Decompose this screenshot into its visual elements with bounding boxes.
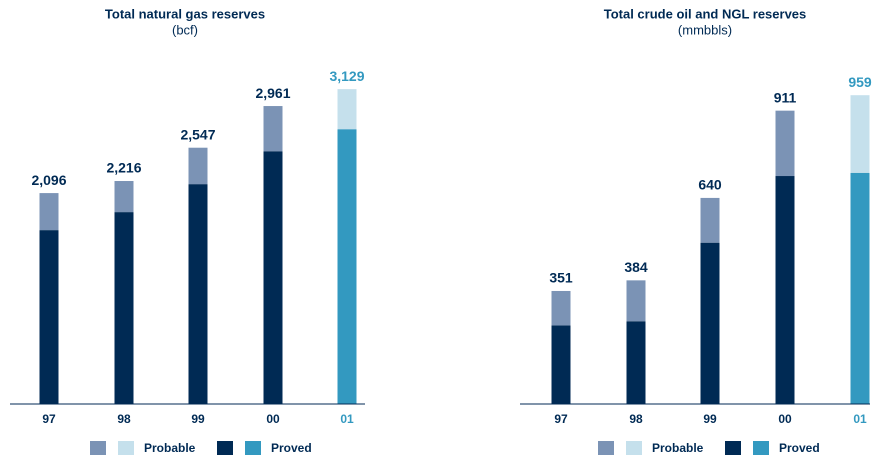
- bar-segment: [700, 242, 720, 404]
- legend-swatch: [217, 441, 233, 455]
- legend-swatch: [90, 441, 106, 455]
- chart-title: Total crude oil and NGL reserves: [604, 6, 807, 21]
- legend-label: Proved: [271, 441, 312, 455]
- total-label: 640: [698, 177, 722, 193]
- bar-segment: [775, 176, 795, 404]
- total-label: 2,547: [180, 126, 215, 142]
- bar-segment: [775, 110, 795, 177]
- total-label: 2,961: [255, 85, 290, 101]
- bar-segment: [39, 193, 59, 231]
- legend-swatch: [598, 441, 614, 455]
- bar-segment: [39, 230, 59, 404]
- total-label: 959: [848, 74, 872, 90]
- bar-segment: [700, 197, 720, 243]
- legend-swatch: [245, 441, 261, 455]
- total-label: 351: [549, 270, 573, 286]
- bar-segment: [337, 89, 357, 130]
- x-tick-label: 00: [266, 412, 280, 426]
- bar-segment: [626, 280, 646, 322]
- x-tick-label: 97: [42, 412, 56, 426]
- total-label: 384: [624, 259, 648, 275]
- bar-segment: [850, 95, 870, 173]
- x-tick-label: 00: [778, 412, 792, 426]
- legend-swatch: [626, 441, 642, 455]
- x-tick-label: 97: [554, 412, 568, 426]
- x-tick-label: 99: [703, 412, 717, 426]
- legend-label: Probable: [652, 441, 704, 455]
- bar-segment: [114, 181, 134, 213]
- chart-subtitle: (mmbbls): [678, 22, 732, 37]
- bar-segment: [551, 290, 571, 326]
- x-tick-label: 99: [191, 412, 205, 426]
- total-label: 2,216: [106, 160, 141, 176]
- bar-segment: [551, 325, 571, 404]
- chart-title: Total natural gas reserves: [105, 6, 265, 21]
- legend-swatch: [118, 441, 134, 455]
- bar-segment: [188, 147, 208, 185]
- total-label: 911: [774, 89, 797, 105]
- legend-label: Proved: [779, 441, 820, 455]
- bar-segment: [188, 184, 208, 404]
- legend-label: Probable: [144, 441, 196, 455]
- bar-segment: [263, 106, 283, 152]
- chart-subtitle: (bcf): [172, 22, 198, 37]
- total-label: 3,129: [329, 68, 364, 84]
- bar-segment: [114, 212, 134, 404]
- bar-segment: [263, 151, 283, 404]
- legend-swatch: [725, 441, 741, 455]
- x-tick-label: 98: [629, 412, 643, 426]
- bar-segment: [850, 172, 870, 404]
- total-label: 2,096: [31, 172, 66, 188]
- x-tick-label: 98: [117, 412, 131, 426]
- x-tick-label: 01: [853, 412, 867, 426]
- x-tick-label: 01: [340, 412, 354, 426]
- legend-swatch: [753, 441, 769, 455]
- bar-segment: [337, 129, 357, 405]
- bar-segment: [626, 321, 646, 404]
